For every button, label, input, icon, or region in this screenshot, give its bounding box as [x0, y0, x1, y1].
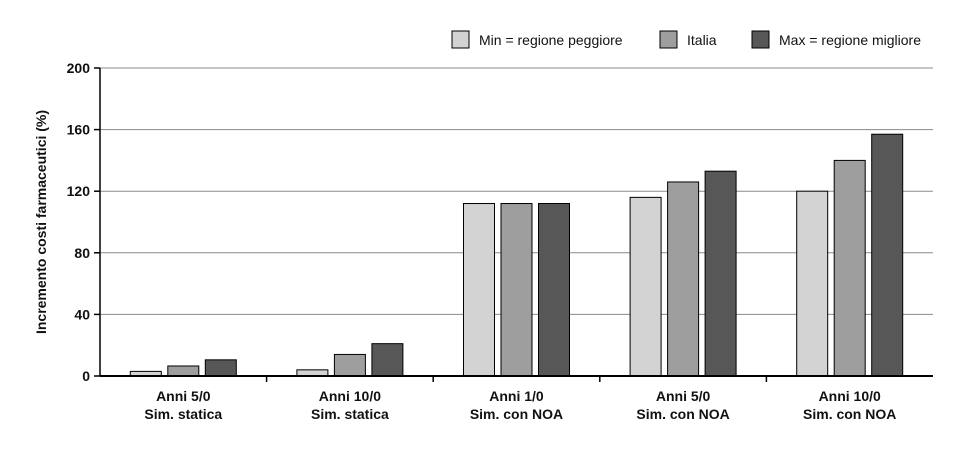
x-category-label: Anni 1/0: [489, 388, 544, 404]
x-category-label: Anni 10/0: [819, 388, 881, 404]
x-category-label: Anni 5/0: [156, 388, 211, 404]
bar: [833, 159, 866, 377]
y-tick-label: 80: [74, 245, 90, 261]
x-category-label: Sim. con NOA: [470, 406, 563, 422]
bar: [333, 353, 366, 377]
x-category-label: Sim. con NOA: [636, 406, 729, 422]
legend-label: Italia: [687, 32, 717, 48]
x-category-label: Sim. con NOA: [803, 406, 896, 422]
y-tick-label: 200: [67, 60, 91, 76]
bar: [167, 365, 200, 377]
bar: [538, 203, 570, 377]
y-tick-label: 0: [82, 368, 90, 384]
bar: [667, 181, 700, 377]
bars: [129, 133, 904, 377]
bar: [204, 359, 237, 377]
y-axis-label: Incremento costi farmaceutici (%): [33, 110, 49, 334]
x-category-label: Sim. statica: [144, 406, 222, 422]
bar: [871, 133, 904, 377]
bar: [500, 203, 533, 377]
legend-swatch: [751, 30, 770, 49]
y-tick-label: 40: [74, 306, 90, 322]
bar: [463, 203, 495, 377]
legend-swatch: [659, 30, 678, 49]
legend-label: Min = regione peggiore: [479, 32, 623, 48]
bar: [629, 196, 662, 377]
y-tick-label: 120: [67, 183, 91, 199]
bar: [704, 170, 737, 377]
x-category-labels: Anni 5/0 Sim. statica Anni 10/0 Sim. static…: [144, 388, 896, 422]
legend-swatch: [451, 30, 470, 49]
legend: Min = regione peggiore Italia Max = region…: [451, 30, 921, 49]
bar: [371, 343, 404, 377]
legend-label: Max = regione migliore: [779, 32, 921, 48]
x-category-label: Sim. statica: [311, 406, 389, 422]
bar: [796, 190, 829, 377]
y-tick-label: 160: [67, 122, 91, 138]
x-category-label: Anni 10/0: [319, 388, 381, 404]
grid-lines: [100, 67, 933, 315]
y-tick-labels: 0 40 80 120 160 200: [67, 60, 91, 384]
x-category-label: Anni 5/0: [656, 388, 711, 404]
axes: [94, 67, 933, 382]
